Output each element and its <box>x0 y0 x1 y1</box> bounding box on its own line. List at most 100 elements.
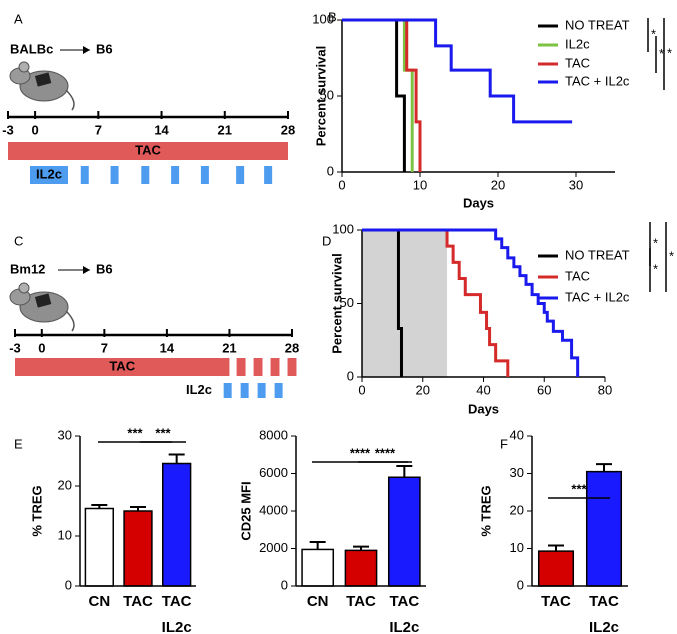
significance-label: *** <box>155 425 171 440</box>
y-tick-label: 50 <box>320 87 334 102</box>
legend-label: NO TREAT <box>565 17 630 32</box>
dose-mark <box>80 166 89 184</box>
legend-label: IL2c <box>565 36 590 51</box>
y-tick-label: 100 <box>332 221 354 236</box>
x-tick-label: 0 <box>338 177 345 192</box>
x-tick-label: 20 <box>491 177 505 192</box>
bar <box>537 550 575 587</box>
significance-label: * <box>651 26 656 41</box>
mouse-body <box>19 70 69 102</box>
y-tick-label: 30 <box>58 427 72 442</box>
treatment-bar <box>8 142 288 160</box>
dose-mark <box>236 166 245 184</box>
significance-label: * <box>653 261 658 276</box>
dose-mark <box>274 383 283 398</box>
treatment-label: TAC <box>135 142 161 157</box>
survival-curve <box>342 18 406 172</box>
x-tick-label: 0 <box>358 382 365 397</box>
mouse-tail <box>65 310 75 332</box>
dose-mark <box>110 166 119 184</box>
bar <box>387 476 421 587</box>
mouse-icon <box>9 61 75 111</box>
significance-label: * <box>653 235 658 250</box>
dose-label-box <box>30 166 68 184</box>
x-tick-label: TAC <box>123 593 153 610</box>
tick-label: 21 <box>222 340 236 355</box>
bar <box>301 548 335 587</box>
y-tick-label: 0 <box>65 577 72 592</box>
y-tick-label: 4000 <box>259 502 288 517</box>
dose-mark <box>264 166 273 184</box>
recipient-strain: B6 <box>96 261 113 276</box>
panel-label: D <box>322 233 331 248</box>
y-tick-label: 100 <box>312 11 334 26</box>
x-axis-label: Days <box>463 195 494 210</box>
donor-strain: Bm12 <box>10 261 45 276</box>
x-axis-label: Days <box>468 401 499 416</box>
y-tick-label: 40 <box>510 427 524 442</box>
treatment-bar <box>236 358 246 376</box>
tick-label: -3 <box>2 122 14 137</box>
y-tick-label: 50 <box>340 295 354 310</box>
mouse-ear <box>18 61 30 73</box>
tick-label: 0 <box>31 122 38 137</box>
bar <box>585 470 623 587</box>
y-tick-label: 0 <box>517 577 524 592</box>
survival-curve <box>362 228 510 377</box>
dose-mark <box>240 383 249 398</box>
arrow-head <box>83 266 90 274</box>
bar <box>123 510 153 587</box>
bar <box>161 462 192 587</box>
y-axis-label: CD25 MFI <box>238 481 253 540</box>
treatment-bar <box>15 358 230 376</box>
significance-label: **** <box>350 445 371 460</box>
panel-label: F <box>500 436 508 451</box>
x-tick-label: TAC IL2c <box>161 593 192 634</box>
significance-label: * <box>667 45 672 60</box>
x-tick-label: TAC <box>541 593 571 610</box>
y-axis-label: % TREG <box>29 485 44 536</box>
y-tick-label: 30 <box>510 465 524 480</box>
dose-mark <box>171 166 180 184</box>
panel-label: C <box>14 233 23 248</box>
significance-label: *** <box>571 481 587 496</box>
tick-label: 21 <box>218 122 232 137</box>
tick-label: 7 <box>95 122 102 137</box>
legend-label: TAC + IL2c <box>565 289 630 304</box>
x-tick-label: 80 <box>598 382 612 397</box>
x-tick-label: TAC IL2c <box>389 593 420 634</box>
legend-label: TAC + IL2c <box>565 73 630 88</box>
y-tick-label: 6000 <box>259 465 288 480</box>
graft-patch <box>34 293 52 308</box>
tick-label: 28 <box>281 122 295 137</box>
dose-label: IL2c <box>36 166 62 181</box>
y-tick-label: 20 <box>58 477 72 492</box>
tick-label: 28 <box>285 340 299 355</box>
x-tick-label: TAC IL2c <box>588 593 620 634</box>
panel-label: A <box>14 11 23 26</box>
treatment-bar <box>270 358 280 376</box>
x-tick-label: CN <box>88 593 111 610</box>
mouse-icon <box>9 282 75 332</box>
survival-curve <box>362 228 580 377</box>
x-tick-label: 20 <box>416 382 430 397</box>
x-tick-label: 60 <box>537 382 551 397</box>
survival-curve <box>342 18 573 124</box>
significance-label: *** <box>127 425 143 440</box>
survival-curve <box>342 18 422 172</box>
dose-mark <box>223 383 232 398</box>
panel-label: E <box>14 436 23 451</box>
dose-mark <box>200 166 209 184</box>
shaded-period <box>362 230 448 377</box>
tick-label: 0 <box>38 340 45 355</box>
mouse-body <box>19 291 69 323</box>
significance-label: * <box>669 248 674 263</box>
treatment-bar <box>253 358 263 376</box>
panel-label: B <box>328 9 337 24</box>
y-tick-label: 10 <box>58 527 72 542</box>
mouse-ear <box>18 282 30 294</box>
y-tick-label: 0 <box>347 368 354 383</box>
significance-label: **** <box>375 445 396 460</box>
